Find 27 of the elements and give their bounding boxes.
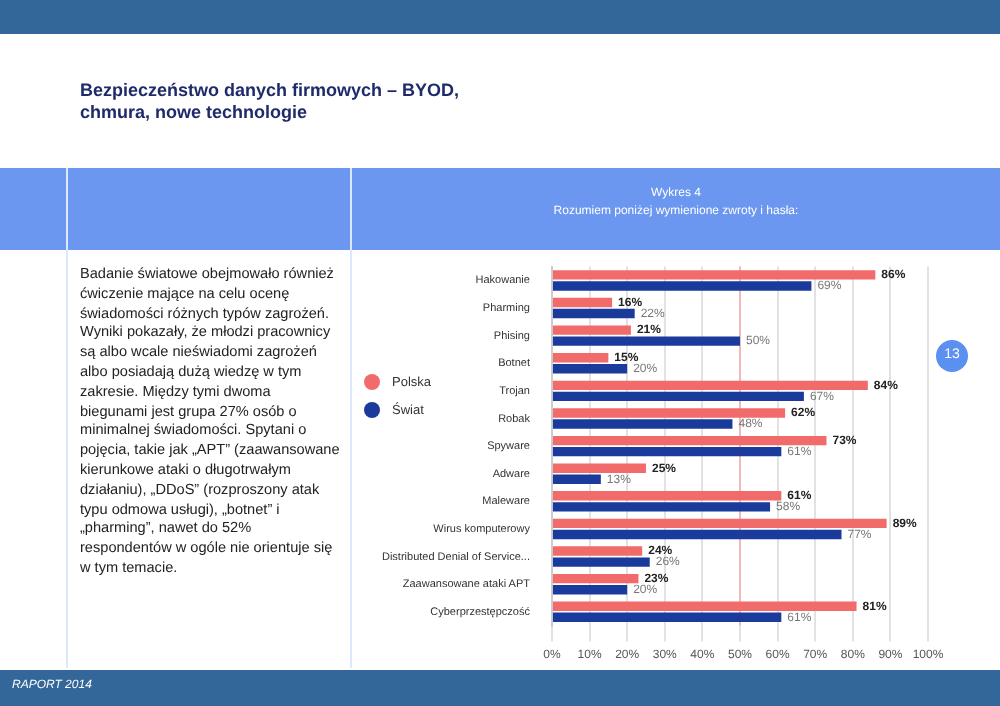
- bar: [552, 391, 804, 402]
- bar: [552, 353, 609, 363]
- bar: [552, 474, 601, 484]
- text: Bezpieczeństwo danych firmowych – BYOD, chmura, nowe technologie: [80, 80, 462, 124]
- bar: [552, 308, 635, 319]
- bar: [552, 281, 812, 291]
- bar: [552, 601, 857, 611]
- bar: [552, 408, 786, 418]
- bar: [552, 529, 842, 540]
- bar: [552, 364, 628, 374]
- bar: [552, 502, 771, 512]
- bar: [552, 435, 827, 446]
- bar: [552, 463, 646, 473]
- bar: [552, 546, 643, 556]
- bar: [552, 446, 782, 457]
- bar: [552, 419, 733, 429]
- bar: [552, 270, 876, 280]
- bar: [552, 336, 740, 346]
- bar: [552, 380, 868, 391]
- bar: [552, 491, 782, 501]
- bar: [552, 518, 887, 529]
- bar: [552, 573, 639, 584]
- bar: [552, 557, 650, 567]
- bar: [552, 325, 631, 335]
- bar: [552, 612, 782, 623]
- bar: [552, 297, 613, 308]
- bar: [552, 585, 628, 595]
